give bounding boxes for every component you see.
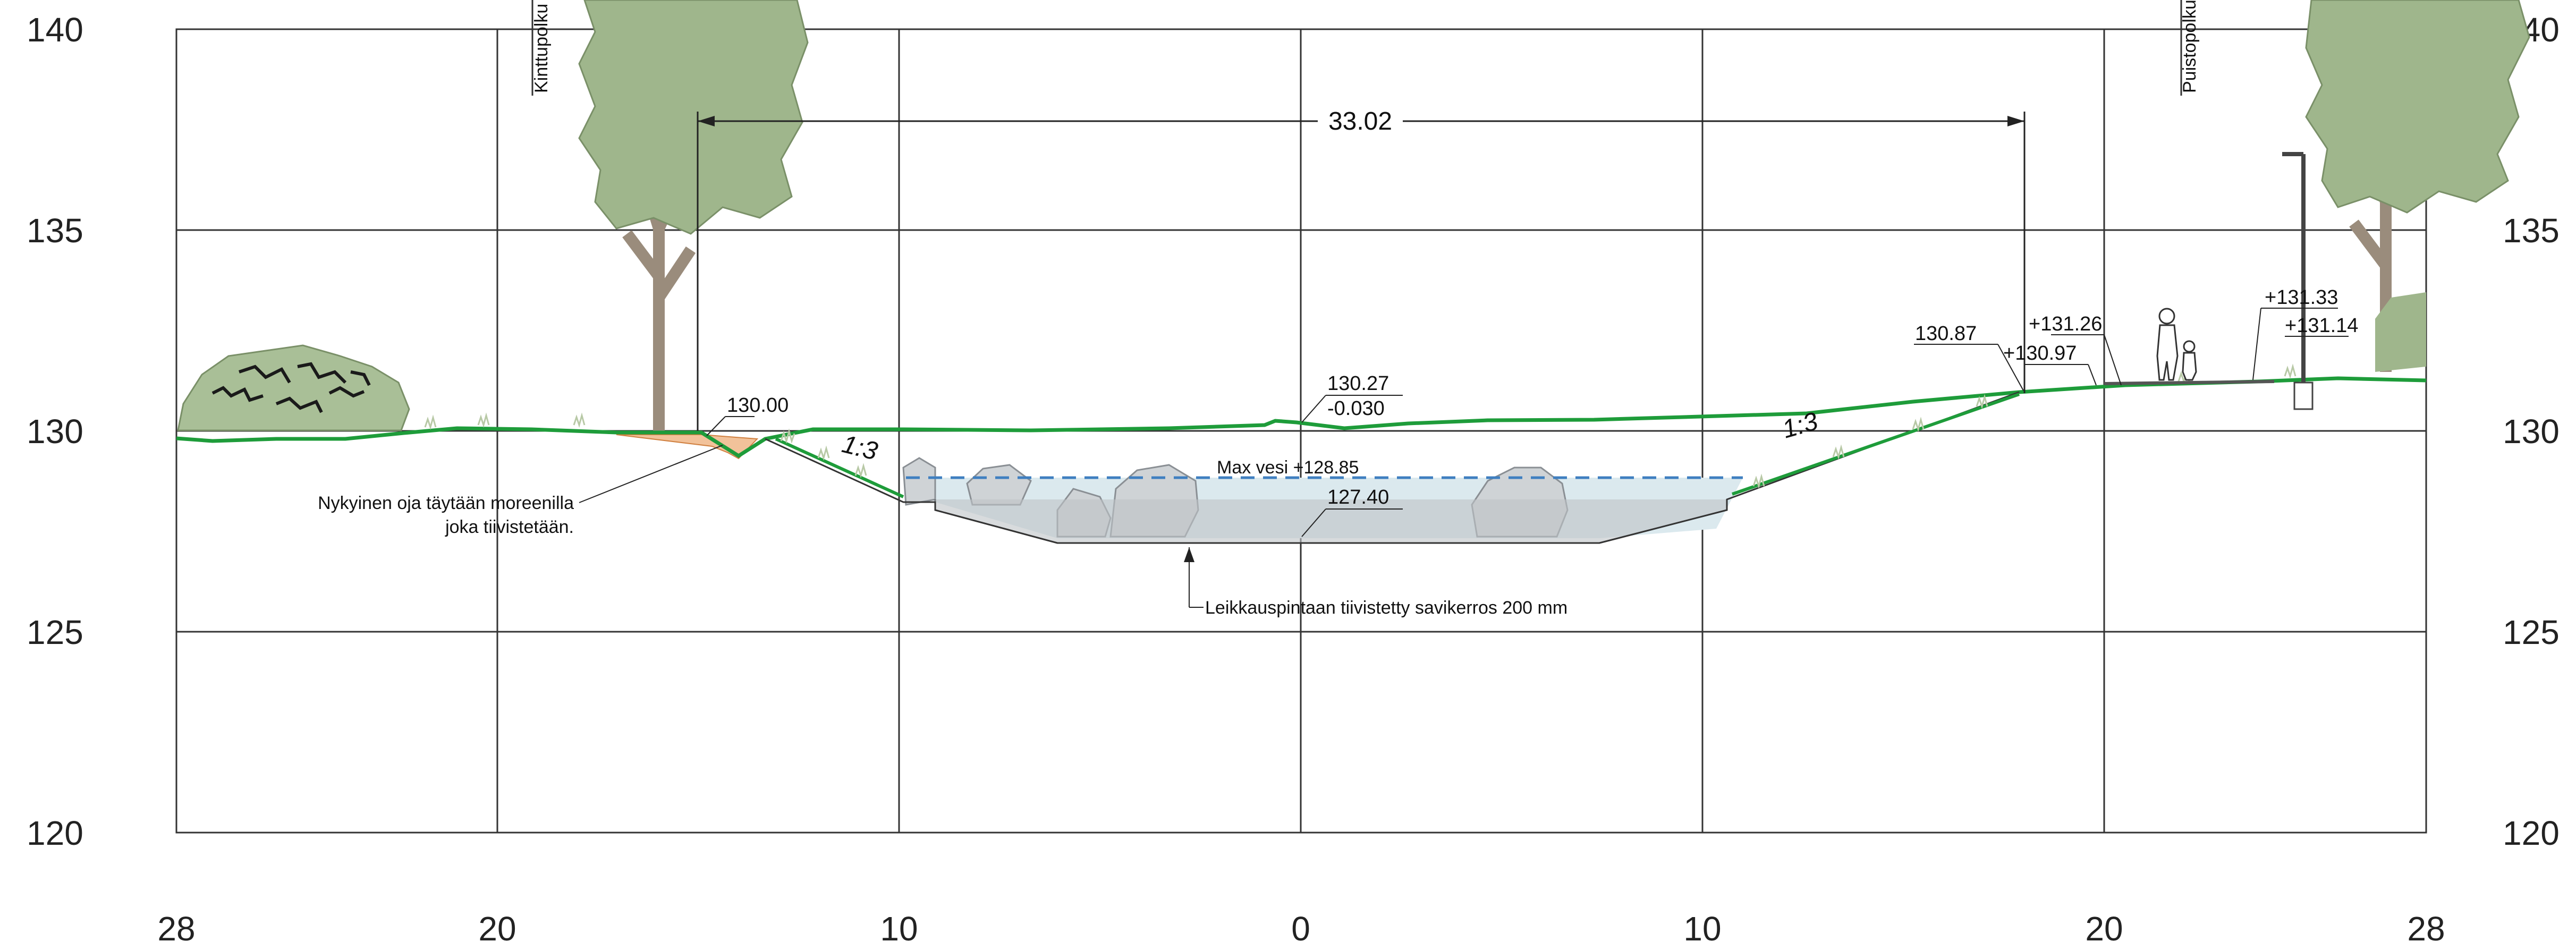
excavation-line	[765, 391, 2020, 544]
clay-note: Leikkauspintaan tiivistetty savikerros 2…	[1184, 547, 1567, 618]
elev-right-b: +130.97	[2003, 342, 2077, 364]
y-label: 130	[2503, 412, 2560, 451]
y-label: 120	[2503, 814, 2560, 852]
dimension-33: 33.02	[697, 106, 2026, 431]
elev-far-b: +131.14	[2285, 315, 2358, 337]
x-label: 20	[478, 910, 516, 948]
elevations: 130.00 130.27 -0.030 127.40 130.87 +131.…	[706, 286, 2358, 537]
elev-left-ditch: 130.00	[727, 394, 789, 417]
x-label: 0	[1291, 910, 1310, 948]
tree-canopy	[2305, 0, 2530, 214]
stone	[966, 464, 1032, 506]
people-figures	[2156, 308, 2197, 381]
x-label: 28	[157, 910, 195, 948]
elev-center-slope: -0.030	[1327, 397, 1385, 420]
elev-right-edge: 130.87	[1915, 323, 1977, 345]
x-axis: 28 20 10 0 10 20 28	[157, 910, 2445, 948]
y-label: 135	[27, 211, 83, 250]
path-surface	[2104, 380, 2275, 385]
x-label: 10	[880, 910, 918, 948]
max-water-label: Max vesi +128.85	[1217, 457, 1359, 478]
ditch-note-line2: joka tiivistetään.	[445, 517, 574, 537]
tree-left	[578, 0, 809, 431]
y-axis-left: 140 135 130 125 120	[27, 11, 83, 852]
shrub-right	[2375, 292, 2426, 372]
tree-canopy	[578, 0, 809, 235]
y-axis-right: 140 135 130 125 120	[2503, 11, 2560, 852]
path-label-right: Puistopolku	[2180, 0, 2200, 93]
lamp-post	[2282, 152, 2314, 410]
elev-bottom: 127.40	[1327, 486, 1389, 508]
clay-note-text: Leikkauspintaan tiivistetty savikerros 2…	[1205, 598, 1567, 618]
path-label-left: Kinttupolku	[531, 4, 552, 93]
y-label: 130	[27, 412, 83, 451]
elev-right-a: +131.26	[2029, 313, 2102, 335]
dimension-label: 33.02	[1328, 107, 1392, 135]
ditch-note: Nykyinen oja täytään moreenilla joka tii…	[318, 445, 723, 537]
y-label: 125	[2503, 613, 2560, 651]
ground-line	[176, 376, 2427, 459]
stone	[902, 457, 936, 506]
slope-line	[775, 393, 2020, 498]
elev-center-top: 130.27	[1327, 372, 1389, 395]
y-label: 120	[27, 814, 83, 852]
x-label: 10	[1683, 910, 1721, 948]
y-label: 140	[27, 11, 83, 49]
y-label: 135	[2503, 211, 2560, 250]
shrub-left	[177, 344, 410, 431]
elev-far-a: +131.33	[2265, 286, 2338, 309]
slope-label-left: 1:3	[839, 430, 880, 466]
tree-right	[2305, 0, 2530, 372]
x-label: 20	[2085, 910, 2123, 948]
ditch-note-line1: Nykyinen oja täytään moreenilla	[318, 493, 574, 513]
x-label: 28	[2407, 910, 2445, 948]
y-label: 125	[27, 613, 83, 651]
